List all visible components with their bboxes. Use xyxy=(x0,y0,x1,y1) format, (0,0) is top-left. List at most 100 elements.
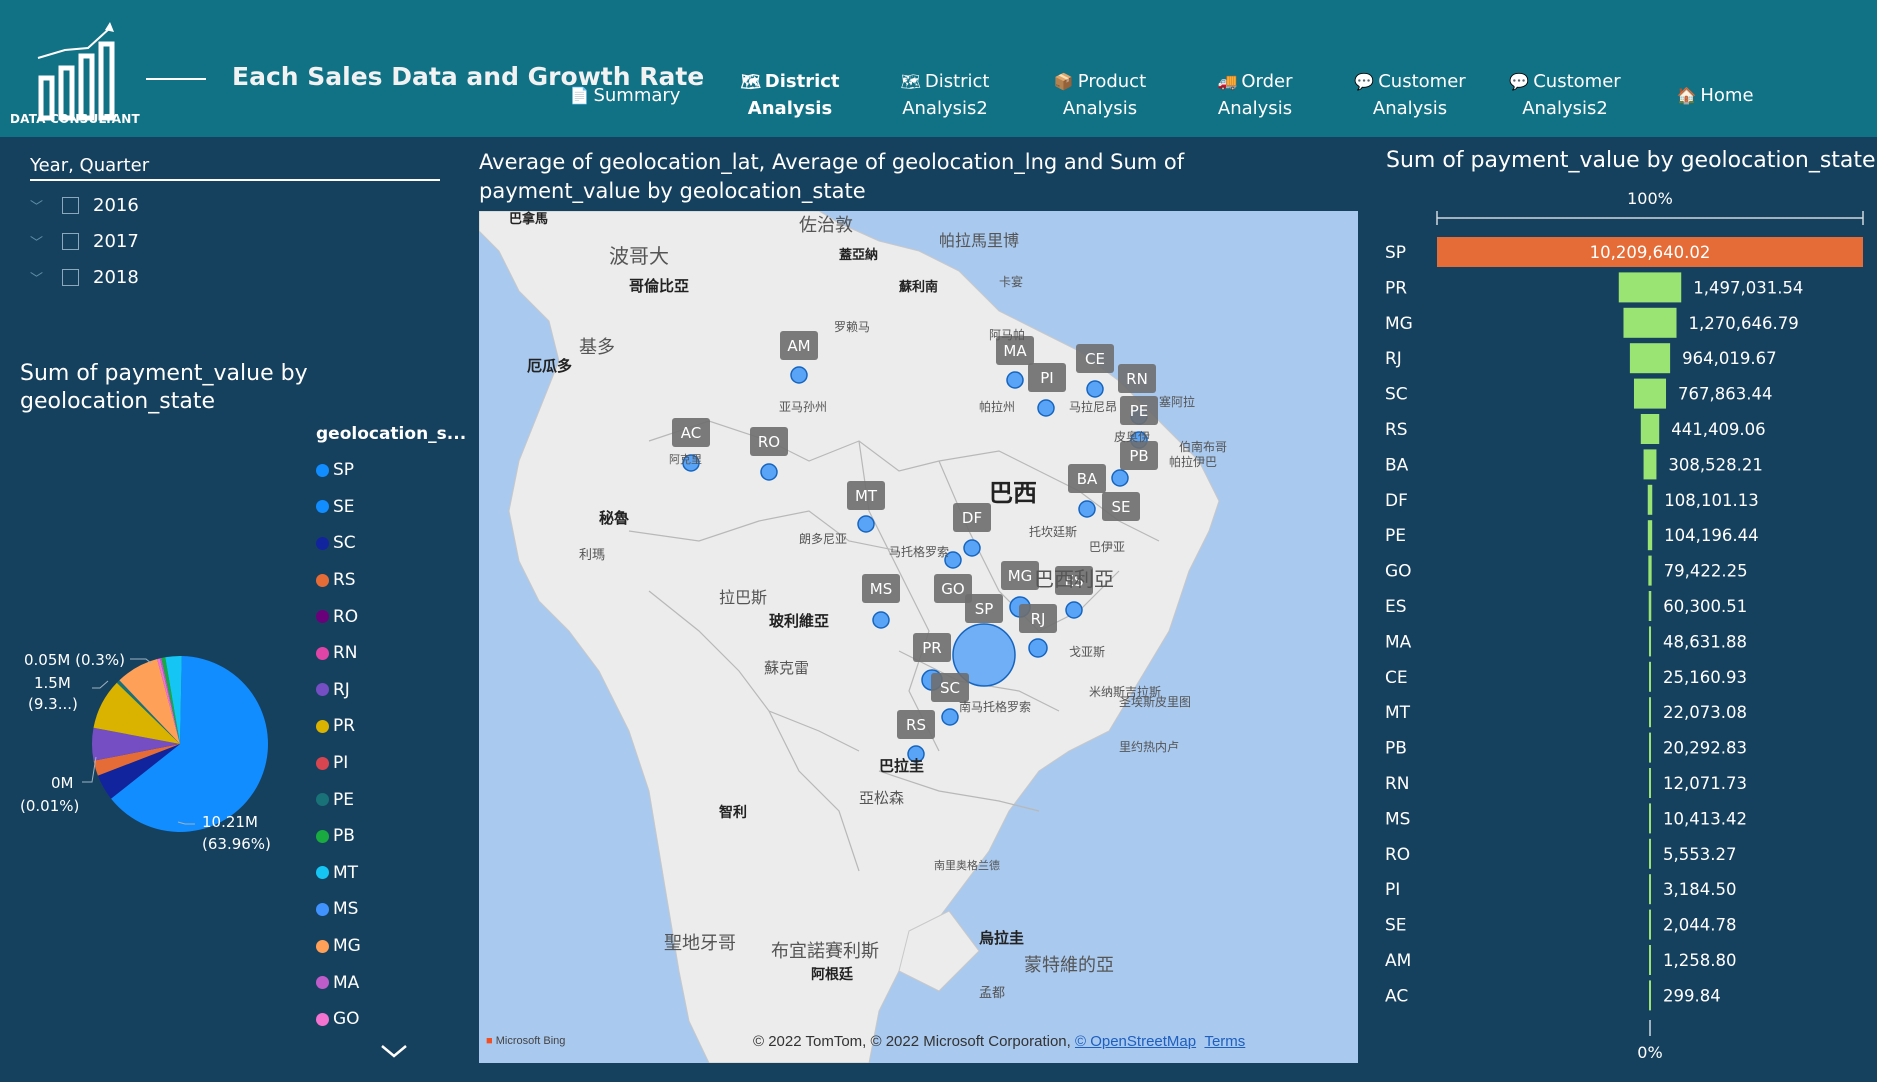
funnel-bar-pb[interactable] xyxy=(1649,732,1651,763)
funnel-bar-pr[interactable] xyxy=(1618,272,1682,303)
slicer-item-2018[interactable]: ﹀ 2018 xyxy=(30,259,440,295)
funnel-bar-ce[interactable] xyxy=(1649,661,1651,692)
legend-item-rn[interactable]: RN xyxy=(316,635,466,672)
state-tag-go[interactable]: GO xyxy=(934,574,972,603)
legend-item-pe[interactable]: PE xyxy=(316,781,466,818)
legend-item-pi[interactable]: PI xyxy=(316,745,466,782)
map-canvas[interactable]: AM AC RO MA PI CE RN PE PB BA SE MT DF GO MG ES MS SP RJ PR… xyxy=(479,211,1358,1063)
legend-item-ro[interactable]: RO xyxy=(316,598,466,635)
nav-button-customer-analysis2[interactable]: 💬 Customer Analysis2 xyxy=(1500,68,1630,122)
funnel-bar-ac[interactable] xyxy=(1649,980,1651,1011)
funnel-bar-ro[interactable] xyxy=(1649,838,1651,869)
funnel-bar-rs[interactable] xyxy=(1640,414,1660,444)
nav-button-order-analysis[interactable]: 🚚 Order Analysis xyxy=(1190,68,1320,122)
chevron-down-icon[interactable]: ﹀ xyxy=(30,199,44,215)
legend-item-mt[interactable]: MT xyxy=(316,855,466,892)
state-tag-mg[interactable]: MG xyxy=(1001,561,1039,590)
pie-slice-rs[interactable] xyxy=(93,744,180,776)
legend-item-rs[interactable]: RS xyxy=(316,562,466,599)
funnel-bar-pe[interactable] xyxy=(1647,520,1653,551)
state-tag-pe[interactable]: PE xyxy=(1120,396,1158,425)
legend-item-mg[interactable]: MG xyxy=(316,928,466,965)
legend-dot xyxy=(316,683,329,697)
pie-slice-pr[interactable] xyxy=(93,682,180,744)
nav-button-product-analysis[interactable]: 📦 Product Analysis xyxy=(1035,68,1165,122)
funnel-category-label: CE xyxy=(1385,668,1408,688)
funnel-bar-ma[interactable] xyxy=(1648,626,1652,657)
legend-item-ma[interactable]: MA xyxy=(316,964,466,1001)
funnel-bar-pi[interactable] xyxy=(1649,874,1651,905)
pie-slice-pb[interactable] xyxy=(161,657,180,744)
legend-item-ms[interactable]: MS xyxy=(316,891,466,928)
funnel-bar-rj[interactable] xyxy=(1629,343,1671,374)
legend-item-pr[interactable]: PR xyxy=(316,708,466,745)
nav-button-customer-analysis[interactable]: 💬 Customer Analysis xyxy=(1345,68,1475,122)
truck-icon: 🚚 xyxy=(1217,72,1238,91)
state-tag-am[interactable]: AM xyxy=(780,331,818,360)
state-tag-ba[interactable]: BA xyxy=(1068,464,1106,493)
funnel-bar-mt[interactable] xyxy=(1649,697,1651,728)
legend-item-sc[interactable]: SC xyxy=(316,525,466,562)
funnel-bar-go[interactable] xyxy=(1648,555,1652,586)
funnel-bar-df[interactable] xyxy=(1647,484,1653,515)
chevron-down-icon[interactable]: ﹀ xyxy=(30,235,44,251)
slicer-item-2016[interactable]: ﹀ 2016 xyxy=(30,187,440,223)
nav-button-summary[interactable]: 📄 Summary xyxy=(560,82,690,109)
state-tag-ro[interactable]: RO xyxy=(750,427,788,456)
checkbox[interactable] xyxy=(62,268,79,286)
funnel-bar-sp[interactable] xyxy=(1437,237,1863,267)
funnel-bar-mg[interactable] xyxy=(1623,307,1677,338)
pie-slice-ma[interactable] xyxy=(159,657,180,744)
pie-slice-other[interactable] xyxy=(165,656,182,744)
map-place-label: 戈亚斯 xyxy=(1069,645,1105,659)
state-tag-es[interactable]: ES xyxy=(1055,566,1093,595)
state-tag-pb[interactable]: PB xyxy=(1120,441,1158,470)
pie-slice-go[interactable] xyxy=(157,658,180,744)
state-tag-pr[interactable]: PR xyxy=(913,633,951,662)
slicer-item-2017[interactable]: ﹀ 2017 xyxy=(30,223,440,259)
pie-chart[interactable]: 0.05M (0.3%) 1.5M (9.3...) 0M (0.01%) 10… xyxy=(0,630,310,870)
pie-slice-pe[interactable] xyxy=(116,680,180,744)
pie-slice-sc[interactable] xyxy=(97,744,180,799)
funnel-bar-ms[interactable] xyxy=(1649,803,1651,834)
pie-slice-sp[interactable] xyxy=(111,656,269,832)
legend-item-sp[interactable]: SP xyxy=(316,452,466,489)
funnel-bar-sc[interactable] xyxy=(1633,378,1667,409)
bubble-map[interactable]: AM AC RO MA PI CE RN PE PB BA SE MT DF GO MG ES MS SP RJ PR… xyxy=(479,211,1358,1063)
funnel-bar-se[interactable] xyxy=(1649,909,1651,940)
funnel-bar-chart[interactable]: 100% SP 10,209,640.02 PR 1,497,031.54 MG 1,270… xyxy=(1370,180,1870,1070)
chevron-down-icon[interactable]: ﹀ xyxy=(30,271,44,287)
checkbox[interactable] xyxy=(62,232,79,250)
legend-item-go[interactable]: GO xyxy=(316,1001,466,1038)
state-tag-pi[interactable]: PI xyxy=(1028,363,1066,392)
pie-slice-rj[interactable] xyxy=(92,727,180,761)
state-tag-sc[interactable]: SC xyxy=(931,673,969,702)
state-tag-rj[interactable]: RJ xyxy=(1019,604,1057,633)
state-tag-label: RJ xyxy=(1031,610,1046,628)
checkbox[interactable] xyxy=(62,196,79,214)
pie-slice-mg[interactable] xyxy=(119,659,180,744)
funnel-bar-rn[interactable] xyxy=(1649,768,1651,798)
funnel-bar-am[interactable] xyxy=(1649,945,1651,975)
state-tag-rn[interactable]: RN xyxy=(1118,364,1156,393)
legend-item-pb[interactable]: PB xyxy=(316,818,466,855)
state-tag-ce[interactable]: CE xyxy=(1076,344,1114,373)
terms-link[interactable]: Terms xyxy=(1204,1033,1246,1050)
state-tag-se[interactable]: SE xyxy=(1102,492,1140,521)
state-tag-sp[interactable]: SP xyxy=(965,594,1003,623)
state-tag-ma[interactable]: MA xyxy=(996,336,1034,365)
funnel-bar-es[interactable] xyxy=(1648,591,1652,621)
nav-button-home[interactable]: 🏠 Home xyxy=(1650,82,1780,109)
legend-item-se[interactable]: SE xyxy=(316,489,466,526)
state-tag-rs[interactable]: RS xyxy=(897,710,935,739)
scroll-down-arrow-icon[interactable] xyxy=(379,1043,409,1059)
nav-button-district-analysis2[interactable]: 🗺 District Analysis2 xyxy=(880,68,1010,122)
state-tag-mt[interactable]: MT xyxy=(847,481,885,510)
legend-item-rj[interactable]: RJ xyxy=(316,672,466,709)
state-tag-df[interactable]: DF xyxy=(953,503,991,532)
state-tag-ms[interactable]: MS xyxy=(862,574,900,603)
openstreetmap-link[interactable]: © OpenStreetMap xyxy=(1074,1033,1197,1050)
state-tag-ac[interactable]: AC xyxy=(672,418,710,447)
funnel-bar-ba[interactable] xyxy=(1643,449,1657,480)
nav-button-district-analysis[interactable]: 🗺 District Analysis xyxy=(725,68,855,122)
